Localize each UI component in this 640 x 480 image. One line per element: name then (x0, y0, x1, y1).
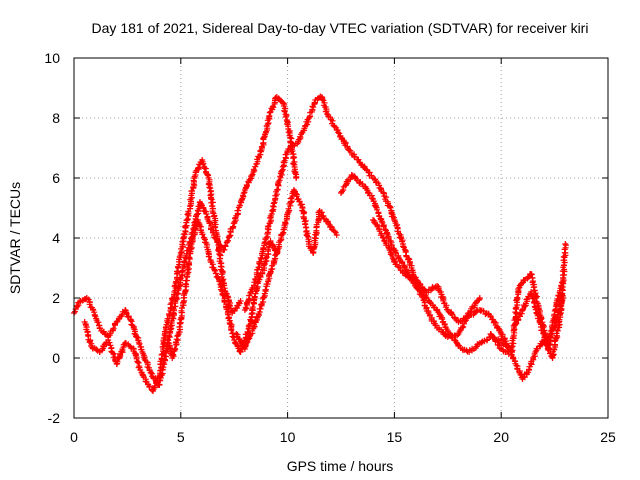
series-trace (72, 94, 300, 388)
x-tick-label: 25 (600, 429, 616, 445)
series-track (241, 93, 483, 340)
series-trace (82, 158, 243, 394)
y-tick-label: 2 (52, 290, 60, 306)
x-tick-label: 20 (493, 429, 509, 445)
y-tick-label: 4 (52, 230, 60, 246)
series-trace (338, 172, 515, 355)
series-track (338, 172, 515, 355)
x-tick-label: 10 (280, 429, 296, 445)
data-series (71, 93, 569, 394)
y-tick-label: 10 (44, 50, 60, 66)
x-tick-label: 15 (387, 429, 403, 445)
data-point (263, 235, 270, 241)
series-track (233, 187, 340, 352)
axis-ticks: 0 5 10 15 20 25 -2 0 2 4 6 8 10 (44, 50, 616, 445)
chart-title: Day 181 of 2021, Sidereal Day-to-day VTE… (92, 20, 589, 36)
x-axis-label: GPS time / hours (287, 458, 394, 474)
y-tick-label: -2 (48, 410, 61, 426)
grid-lines (74, 58, 608, 418)
series-trace (234, 188, 339, 351)
series-trace (242, 93, 483, 340)
x-tick-label: 0 (70, 429, 78, 445)
series-track (81, 157, 244, 394)
series-track (511, 277, 567, 352)
series-trace (164, 218, 280, 360)
x-tick-label: 5 (177, 429, 185, 445)
series-trace (511, 279, 566, 352)
y-tick-label: 6 (52, 170, 60, 186)
data-point (233, 331, 240, 337)
y-tick-label: 0 (52, 350, 60, 366)
y-axis-label: SDTVAR / TECUs (7, 182, 23, 294)
y-tick-label: 8 (52, 110, 60, 126)
